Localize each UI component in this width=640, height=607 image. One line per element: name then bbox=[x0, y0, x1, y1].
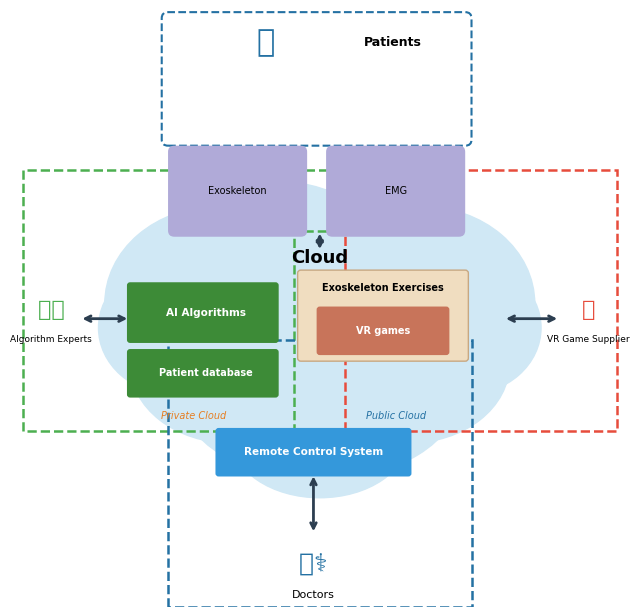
Ellipse shape bbox=[180, 182, 383, 340]
Text: Doctors: Doctors bbox=[292, 590, 335, 600]
Ellipse shape bbox=[307, 206, 535, 401]
Text: Exoskeleton: Exoskeleton bbox=[208, 186, 267, 196]
Ellipse shape bbox=[99, 261, 250, 395]
FancyBboxPatch shape bbox=[298, 270, 468, 361]
Ellipse shape bbox=[130, 285, 332, 443]
Ellipse shape bbox=[231, 376, 408, 498]
FancyBboxPatch shape bbox=[317, 307, 449, 355]
Text: 🎮: 🎮 bbox=[582, 300, 595, 319]
Text: Private Cloud: Private Cloud bbox=[161, 411, 226, 421]
Text: VR Game Supplier: VR Game Supplier bbox=[547, 336, 630, 344]
FancyBboxPatch shape bbox=[326, 146, 465, 237]
Text: AI Algorithms: AI Algorithms bbox=[166, 308, 246, 317]
Text: Algorithm Experts: Algorithm Experts bbox=[10, 336, 92, 344]
Ellipse shape bbox=[269, 182, 472, 340]
FancyBboxPatch shape bbox=[162, 12, 472, 146]
Ellipse shape bbox=[143, 219, 497, 461]
Text: Patients: Patients bbox=[364, 36, 422, 49]
Text: 🧑‍💻: 🧑‍💻 bbox=[38, 300, 65, 319]
Text: Remote Control System: Remote Control System bbox=[244, 447, 383, 457]
Text: Patient database: Patient database bbox=[159, 368, 253, 378]
Text: Exoskeleton Exercises: Exoskeleton Exercises bbox=[322, 283, 444, 293]
FancyBboxPatch shape bbox=[168, 146, 307, 237]
Text: VR games: VR games bbox=[356, 326, 410, 336]
FancyBboxPatch shape bbox=[127, 282, 278, 343]
Text: EMG: EMG bbox=[385, 186, 406, 196]
Text: Cloud: Cloud bbox=[291, 249, 348, 267]
FancyBboxPatch shape bbox=[216, 428, 412, 476]
Text: 👤: 👤 bbox=[257, 28, 275, 57]
Text: 👨‍⚕️: 👨‍⚕️ bbox=[300, 552, 328, 577]
Ellipse shape bbox=[307, 285, 509, 443]
Text: Public Cloud: Public Cloud bbox=[365, 411, 426, 421]
Ellipse shape bbox=[105, 206, 332, 401]
FancyBboxPatch shape bbox=[127, 349, 278, 398]
Ellipse shape bbox=[180, 310, 459, 480]
Ellipse shape bbox=[389, 261, 541, 395]
